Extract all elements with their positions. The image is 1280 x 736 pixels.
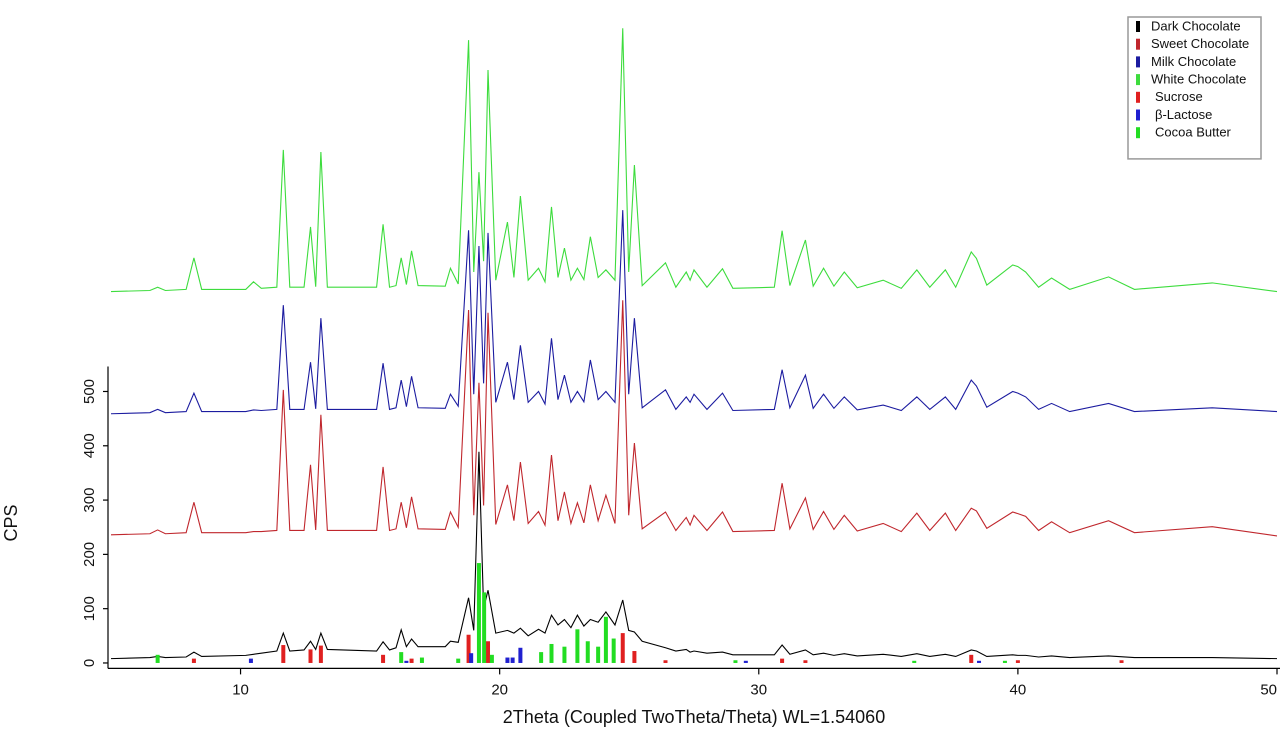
- reference-stick: [620, 633, 625, 663]
- reference-stick: [663, 660, 668, 663]
- reference-stick: [191, 658, 196, 663]
- pattern-line: [110, 28, 1278, 293]
- reference-stick: [381, 654, 386, 663]
- y-axis-title: CPS: [1, 504, 21, 541]
- x-tick-label: 40: [1010, 681, 1027, 698]
- reference-stick: [419, 657, 424, 663]
- legend-label: Dark Chocolate: [1151, 18, 1241, 33]
- legend-swatch: [1136, 91, 1140, 103]
- reference-stick: [404, 660, 409, 663]
- x-tick-label: 10: [232, 681, 249, 698]
- x-tick-label: 30: [750, 681, 767, 698]
- legend-label: Sweet Chocolate: [1151, 36, 1249, 51]
- legend-swatch: [1136, 74, 1140, 86]
- legend-label: β-Lactose: [1155, 107, 1212, 122]
- reference-stick: [486, 641, 491, 663]
- y-tick-label: 400: [81, 433, 98, 458]
- legend-swatch: [1136, 21, 1140, 32]
- reference-stick: [489, 654, 494, 663]
- legend-box: [1127, 16, 1262, 160]
- reference-stick: [1015, 660, 1020, 663]
- reference-stick: [803, 660, 808, 663]
- reference-stick: [399, 652, 404, 663]
- reference-stick: [510, 657, 515, 663]
- legend-swatch: [1136, 109, 1140, 121]
- pattern-line: [110, 300, 1278, 537]
- reference-stick: [456, 658, 461, 663]
- reference-stick: [977, 660, 982, 663]
- reference-stick: [318, 645, 323, 663]
- reference-stick: [482, 592, 487, 663]
- reference-stick: [248, 658, 253, 663]
- reference-stick: [308, 649, 313, 663]
- y-tick-label: 0: [81, 659, 98, 667]
- x-tick-label: 50: [1260, 681, 1277, 698]
- reference-stick: [281, 645, 286, 663]
- legend-label: White Chocolate: [1151, 72, 1246, 87]
- reference-stick: [780, 658, 785, 663]
- y-tick-label: 200: [81, 542, 98, 567]
- reference-stick: [611, 638, 616, 663]
- legend-label: Milk Chocolate: [1151, 54, 1236, 69]
- reference-stick: [409, 658, 414, 663]
- reference-stick: [632, 651, 637, 663]
- reference-stick: [585, 641, 590, 663]
- y-tick-label: 100: [81, 596, 98, 621]
- reference-stick: [476, 563, 481, 663]
- x-axis-title: 2Theta (Coupled TwoTheta/Theta) WL=1.540…: [503, 707, 885, 727]
- pattern-line: [110, 451, 1278, 660]
- pattern-line: [110, 210, 1278, 415]
- reference-stick: [575, 629, 580, 663]
- reference-stick: [733, 660, 738, 663]
- legend-swatch: [1136, 38, 1140, 50]
- reference-stick: [969, 654, 974, 663]
- reference-stick: [596, 646, 601, 663]
- reference-stick: [466, 634, 471, 663]
- reference-stick: [549, 643, 554, 663]
- reference-stick: [155, 654, 160, 663]
- reference-stick: [743, 660, 748, 663]
- legend-label: Cocoa Butter: [1155, 125, 1232, 140]
- reference-stick: [518, 647, 523, 663]
- legend: Dark Chocolate Sweet Chocolate Milk Chocol…: [1127, 16, 1262, 160]
- legend-swatch: [1136, 56, 1140, 68]
- y-tick-label: 500: [81, 379, 98, 404]
- reference-stick: [1119, 660, 1124, 663]
- y-tick-label: 300: [81, 488, 98, 513]
- reference-stick: [505, 657, 510, 663]
- reference-stick: [1002, 660, 1007, 663]
- legend-label: Sucrose: [1155, 89, 1203, 104]
- reference-stick: [562, 646, 567, 663]
- reference-stick: [539, 652, 544, 663]
- legend-swatch: [1136, 127, 1140, 139]
- reference-stick: [603, 616, 608, 663]
- reference-stick: [912, 660, 917, 663]
- reference-stick: [469, 653, 474, 663]
- x-tick-label: 20: [491, 681, 508, 698]
